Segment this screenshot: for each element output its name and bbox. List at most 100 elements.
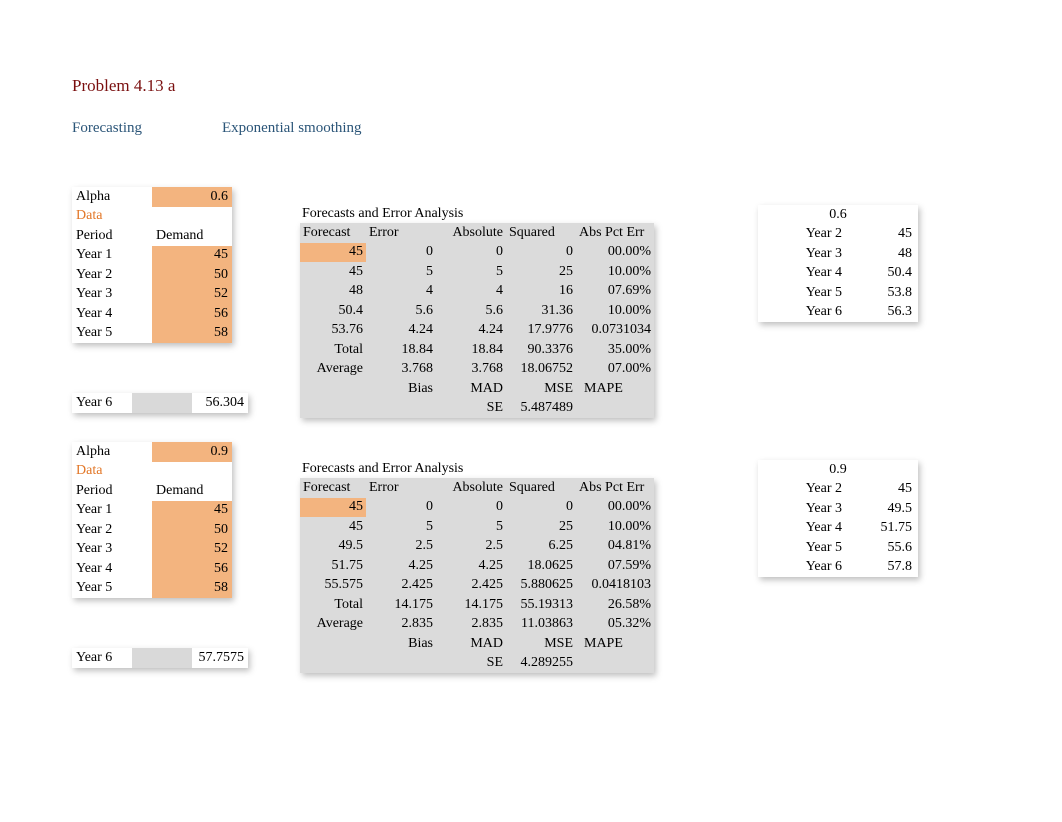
table-row: 4 [436, 282, 506, 302]
col-error: Error [366, 223, 436, 243]
table-row: 50.4 [848, 264, 918, 284]
table-row: 10.00% [576, 301, 654, 321]
table-row: 07.69% [576, 282, 654, 302]
table-row: 5.6 [436, 301, 506, 321]
table-row: 5 [366, 262, 436, 282]
average-label: Average [300, 615, 366, 635]
summary-table-09: 0.9 Year 245 Year 349.5 Year 451.75 Year… [758, 460, 918, 577]
table-row: 4.24 [436, 321, 506, 341]
table-row: 0 [366, 498, 436, 518]
year6-label: Year 6 [72, 648, 132, 668]
table-row: 5.6 [366, 301, 436, 321]
table-row: Year 2 [758, 480, 848, 500]
data-table-06: Alpha 0.6 Data Period Demand Year 145 Ye… [72, 187, 232, 343]
table-row: 55.19313 [506, 595, 576, 615]
table-row: 0 [366, 243, 436, 263]
table-row: 55.6 [848, 538, 918, 558]
col-absolute: Absolute [436, 478, 506, 498]
table-row: 04.81% [576, 537, 654, 557]
table-row: 52 [152, 540, 232, 560]
table-row: Year 6 [758, 303, 848, 323]
mad-label: MAD [436, 634, 506, 654]
table-row: 00.00% [576, 498, 654, 518]
table-row: 3.768 [366, 360, 436, 380]
table-row: Year 1 [72, 246, 152, 266]
table-row: 4.24 [366, 321, 436, 341]
table-row: Year 5 [72, 579, 152, 599]
table-row: 56 [152, 304, 232, 324]
table-row: 53.8 [848, 283, 918, 303]
table-row: Year 3 [72, 540, 152, 560]
table-row: 50 [152, 265, 232, 285]
analysis-title: Forecasts and Error Analysis [302, 206, 728, 222]
table-row: 4.25 [436, 556, 506, 576]
table-row: 4.25 [366, 556, 436, 576]
table-row: 45 [848, 480, 918, 500]
col-abspct: Abs Pct Err [576, 478, 654, 498]
data-table-09: Alpha 0.9 Data Period Demand Year 145 Ye… [72, 442, 232, 598]
table-row: 2.5 [436, 537, 506, 557]
table-row: Year 3 [758, 244, 848, 264]
subtitles: Forecasting Exponential smoothing [72, 120, 1062, 137]
table-row: 51.75 [300, 556, 366, 576]
total-label: Total [300, 595, 366, 615]
table-row: 17.9776 [506, 321, 576, 341]
table-row: 5 [436, 262, 506, 282]
table-row: Year 4 [758, 519, 848, 539]
table-row: 48 [848, 244, 918, 264]
average-label: Average [300, 360, 366, 380]
col-forecast: Forecast [300, 223, 366, 243]
table-row: 57.8 [848, 558, 918, 578]
table-row: 45 [152, 246, 232, 266]
summary-table-06: 0.6 Year 245 Year 348 Year 450.4 Year 55… [758, 205, 918, 322]
table-row: Year 5 [758, 538, 848, 558]
table-row: Year 3 [758, 499, 848, 519]
summary-alpha: 0.9 [758, 460, 918, 480]
col-error: Error [366, 478, 436, 498]
table-row: 51.75 [848, 519, 918, 539]
col-squared: Squared [506, 223, 576, 243]
table-row: 0 [436, 498, 506, 518]
table-row: Year 6 [758, 558, 848, 578]
table-row: 18.06752 [506, 360, 576, 380]
table-row: 52 [152, 285, 232, 305]
col-abspct: Abs Pct Err [576, 223, 654, 243]
table-row: 5 [366, 517, 436, 537]
bias-label: Bias [366, 379, 436, 399]
mad-label: MAD [436, 379, 506, 399]
table-row: 0 [506, 243, 576, 263]
table-row: 45 [300, 243, 366, 263]
alpha-value: 0.9 [152, 442, 232, 462]
total-label: Total [300, 340, 366, 360]
analysis-table-09: Forecast Error Absolute Squared Abs Pct … [300, 478, 654, 673]
mape-label: MAPE [576, 379, 654, 399]
table-row: 00.00% [576, 243, 654, 263]
table-row: Year 4 [72, 304, 152, 324]
table-row: 55.575 [300, 576, 366, 596]
bias-label: Bias [366, 634, 436, 654]
table-row: 6.25 [506, 537, 576, 557]
section-alpha-06: Alpha 0.6 Data Period Demand Year 145 Ye… [72, 187, 1062, 418]
table-row: 2.5 [366, 537, 436, 557]
table-row: 18.0625 [506, 556, 576, 576]
table-row: 2.425 [366, 576, 436, 596]
data-label: Data [72, 462, 152, 482]
data-label: Data [72, 207, 152, 227]
table-row: 56.3 [848, 303, 918, 323]
table-row: 07.00% [576, 360, 654, 380]
subtitle-smoothing: Exponential smoothing [222, 120, 362, 137]
alpha-label: Alpha [72, 442, 152, 462]
col-forecast: Forecast [300, 478, 366, 498]
se-value: 5.487489 [506, 399, 576, 419]
page-title: Problem 4.13 a [72, 76, 1062, 96]
table-row: 53.76 [300, 321, 366, 341]
table-row: 50.4 [300, 301, 366, 321]
period-header: Period [72, 226, 152, 246]
table-row: 3.768 [436, 360, 506, 380]
table-row: Year 4 [72, 559, 152, 579]
table-row: 05.32% [576, 615, 654, 635]
table-row: 35.00% [576, 340, 654, 360]
alpha-value: 0.6 [152, 187, 232, 207]
table-row: 45 [300, 517, 366, 537]
period-header: Period [72, 481, 152, 501]
